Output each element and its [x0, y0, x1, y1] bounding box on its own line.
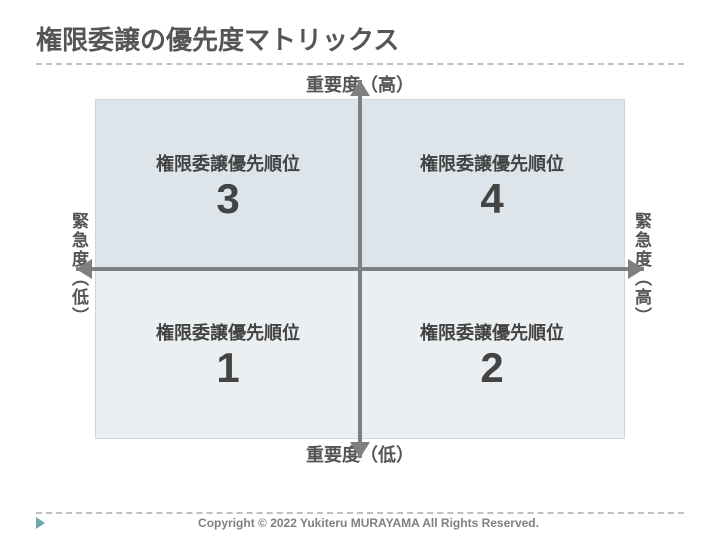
footer: Copyright © 2022 Yukiteru MURAYAMA All R… — [36, 512, 684, 530]
slide: 権限委譲の優先度マトリックス 重要度（高） 緊急度（低） 権限委譲優先順位 3 … — [0, 0, 720, 540]
arrowhead-down-icon — [350, 442, 370, 458]
quadrant-label: 権限委譲優先順位 — [420, 319, 564, 345]
priority-matrix: 権限委譲優先順位 3 権限委譲優先順位 4 権限委譲優先順位 1 権限委譲優先順… — [95, 99, 625, 439]
quadrant-number: 4 — [480, 178, 503, 220]
title-divider — [36, 63, 684, 65]
matrix-row: 緊急度（低） 権限委譲優先順位 3 権限委譲優先順位 4 権限委譲優先順位 1 — [36, 99, 684, 439]
copyright-text: Copyright © 2022 Yukiteru MURAYAMA All R… — [53, 516, 684, 530]
arrowhead-left-icon — [76, 259, 92, 279]
quadrant-label: 権限委譲優先順位 — [156, 319, 300, 345]
quadrant-number: 3 — [216, 178, 239, 220]
quadrant-number: 1 — [216, 347, 239, 389]
quadrant-label: 権限委譲優先順位 — [156, 150, 300, 176]
quadrant-bottom-right: 権限委譲優先順位 2 — [360, 269, 624, 438]
footer-row: Copyright © 2022 Yukiteru MURAYAMA All R… — [36, 516, 684, 530]
quadrant-top-right: 権限委譲優先順位 4 — [360, 100, 624, 269]
quadrant-number: 2 — [480, 347, 503, 389]
quadrant-label: 権限委譲優先順位 — [420, 150, 564, 176]
quadrant-top-left: 権限委譲優先順位 3 — [96, 100, 360, 269]
page-title: 権限委譲の優先度マトリックス — [36, 20, 684, 57]
arrowhead-up-icon — [350, 80, 370, 96]
arrowhead-right-icon — [628, 259, 644, 279]
quadrant-bottom-left: 権限委譲優先順位 1 — [96, 269, 360, 438]
footer-triangle-icon — [36, 517, 45, 529]
footer-divider — [36, 512, 684, 514]
